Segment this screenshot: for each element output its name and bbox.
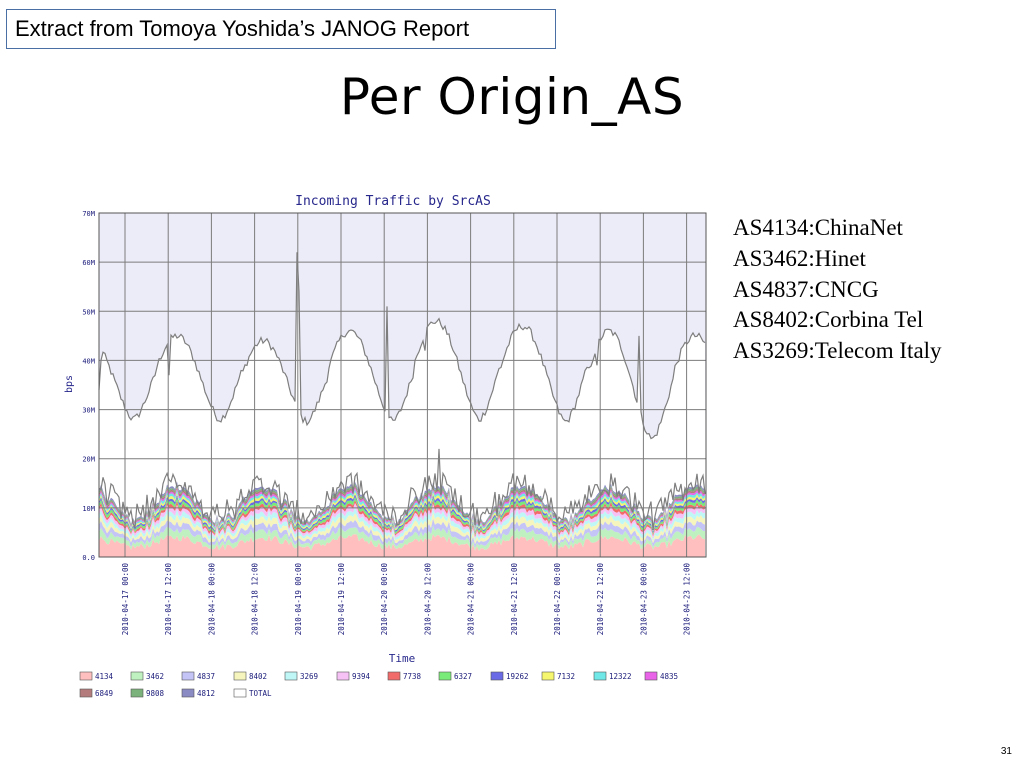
- y-tick-label: 0.0: [82, 554, 95, 562]
- x-tick-label: 2010-04-18 00:00: [207, 563, 216, 636]
- slide-title: Per Origin_AS: [339, 68, 685, 126]
- x-tick-label: 2010-04-18 12:00: [251, 563, 260, 636]
- legend-label-4835: 4835: [660, 672, 678, 681]
- series-area-4835: [99, 487, 705, 529]
- total-line: [98, 252, 706, 440]
- legend-label-19262: 19262: [506, 672, 529, 681]
- legend-label-6849: 6849: [95, 689, 113, 698]
- origin-as-list: AS4134:ChinaNet AS3462:Hinet AS4837:CNCG…: [733, 213, 942, 367]
- legend-label-9808: 9808: [146, 689, 165, 698]
- x-tick-label: 2010-04-19 12:00: [337, 563, 346, 636]
- series-area-19262: [99, 494, 705, 534]
- legend-swatch-12322: [593, 671, 607, 681]
- x-tick-label: 2010-04-20 00:00: [380, 563, 389, 636]
- series-area-7738: [99, 500, 705, 538]
- y-tick-label: 30M: [82, 407, 95, 415]
- legend-label-6327: 6327: [454, 672, 472, 681]
- legend-swatch-9808: [130, 688, 144, 698]
- x-tick-label: 2010-04-21 12:00: [510, 563, 519, 636]
- series-area-6849: [99, 485, 705, 529]
- series-area-3462: [99, 525, 705, 551]
- legend-label-TOTAL: TOTAL: [249, 689, 272, 698]
- series-area-7132: [99, 492, 705, 532]
- x-axis-label: Time: [389, 652, 416, 665]
- y-tick-label: 70M: [82, 210, 95, 218]
- legend-label-7132: 7132: [557, 672, 575, 681]
- x-tick-label: 2010-04-23 12:00: [683, 563, 692, 636]
- as-list-item: AS4134:ChinaNet: [733, 215, 903, 240]
- legend-swatch-8402: [233, 671, 247, 681]
- legend-label-7738: 7738: [403, 672, 422, 681]
- legend-swatch-3269: [284, 671, 298, 681]
- series-area-3269: [99, 507, 705, 542]
- x-tick-label: 2010-04-20 12:00: [423, 563, 432, 636]
- x-tick-label: 2010-04-19 00:00: [294, 563, 303, 636]
- as-list-item: AS3269:Telecom Italy: [733, 338, 942, 364]
- as-list-item: AS4837:CNCG: [733, 276, 879, 302]
- x-tick-label: 2010-04-21 00:00: [467, 563, 476, 636]
- legend-swatch-7132: [541, 671, 555, 681]
- legend-swatch-3462: [130, 671, 144, 681]
- source-note: Extract from Tomoya Yoshida’s JANOG Repo…: [6, 9, 556, 49]
- as-list-item: AS8402:Corbina Tel: [733, 307, 924, 333]
- series-area-8402: [99, 512, 705, 545]
- legend-swatch-7738: [387, 671, 401, 681]
- legend-label-4134: 4134: [95, 672, 114, 681]
- series-area-6327: [99, 496, 705, 536]
- y-tick-label: 50M: [82, 308, 95, 316]
- total-area: [99, 252, 706, 558]
- plot-frame: [98, 212, 707, 558]
- legend-label-8402: 8402: [249, 672, 267, 681]
- y-tick-label: 20M: [82, 456, 95, 464]
- legend-label-3269: 3269: [300, 672, 318, 681]
- stacked-total-line: [98, 448, 706, 530]
- series-area-9394: [99, 502, 705, 540]
- chart-title: Incoming Traffic by SrcAS: [295, 194, 491, 209]
- legend-swatch-4835: [644, 671, 658, 681]
- legend-swatch-19262: [490, 671, 504, 681]
- x-tick-label: 2010-04-22 00:00: [553, 563, 562, 636]
- series-area-12322: [99, 489, 705, 531]
- legend-swatch-4134: [79, 671, 93, 681]
- legend-swatch-6327: [438, 671, 452, 681]
- x-tick-label: 2010-04-17 00:00: [121, 563, 130, 636]
- y-tick-label: 10M: [82, 505, 95, 513]
- page-number: 31: [1000, 746, 1012, 757]
- legend-swatch-6849: [79, 688, 93, 698]
- legend-swatch-4837: [181, 671, 195, 681]
- x-tick-label: 2010-04-22 12:00: [596, 563, 605, 636]
- legend-label-4837: 4837: [197, 672, 215, 681]
- x-tick-label: 2010-04-23 00:00: [639, 563, 648, 636]
- legend-swatch-9394: [336, 671, 350, 681]
- legend-swatch-4812: [181, 688, 195, 698]
- series-area-4134: [99, 534, 705, 557]
- series-area-4837: [99, 518, 705, 548]
- y-tick-label: 40M: [82, 357, 95, 365]
- x-tick-label: 2010-04-17 12:00: [164, 563, 173, 636]
- legend-swatch-TOTAL: [233, 688, 247, 698]
- legend-label-9394: 9394: [352, 672, 371, 681]
- legend-label-12322: 12322: [609, 672, 632, 681]
- y-axis-label: bps: [64, 375, 75, 393]
- as-list-item: AS3462:Hinet: [733, 245, 866, 271]
- legend-label-4812: 4812: [197, 689, 215, 698]
- legend-label-3462: 3462: [146, 672, 164, 681]
- y-tick-label: 60M: [82, 259, 95, 267]
